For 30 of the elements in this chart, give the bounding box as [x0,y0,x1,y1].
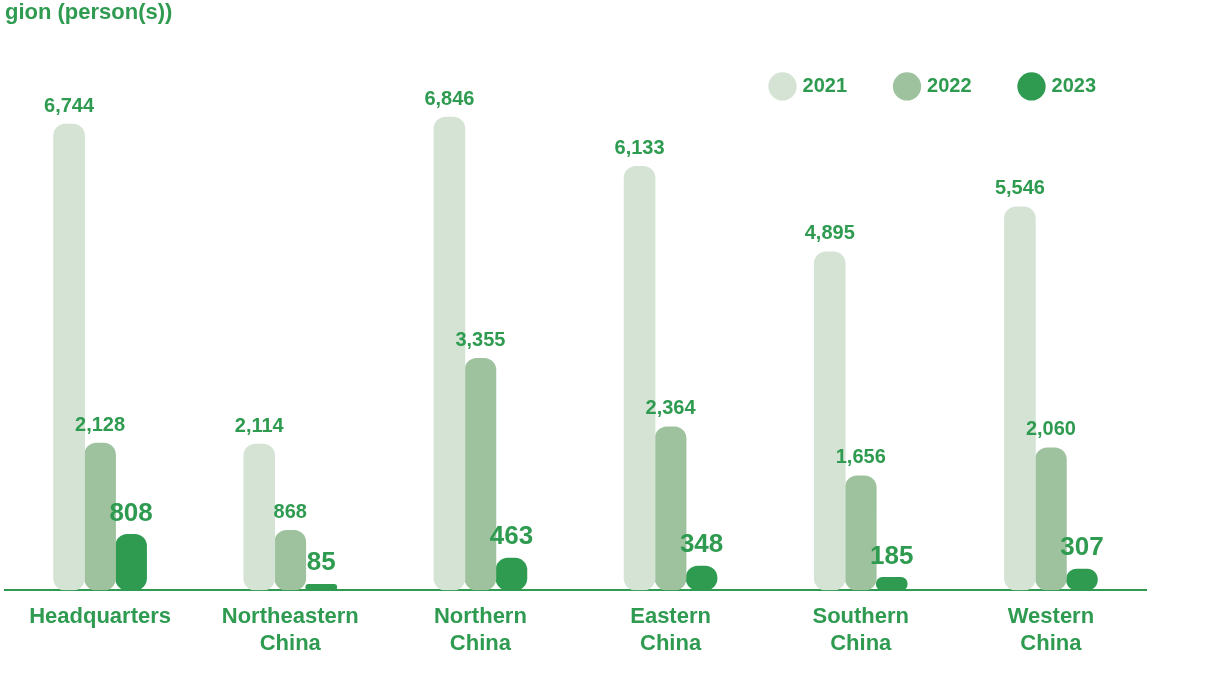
data-label: 2,114 [234,413,285,436]
data-label: 3,355 [455,327,506,350]
data-label: 463 [489,520,534,551]
data-label: 5,546 [994,176,1045,199]
data-label: 2,060 [1025,417,1076,440]
data-label: 4,895 [804,221,855,244]
data-label: 6,744 [44,93,95,116]
bar [274,529,307,591]
data-label: 307 [1060,531,1104,562]
x-tick-label: Northeastern China [221,603,359,655]
data-label: 6,846 [424,86,475,109]
data-label: 808 [109,496,153,527]
data-label: 185 [870,539,914,570]
x-tick-label: Western China [1007,603,1095,655]
chart-title: gion (person(s)) [5,0,173,25]
legend-label: 2023 [1051,73,1097,96]
data-label: 1,656 [835,445,886,468]
x-tick-label: Southern China [812,603,910,655]
data-label: 868 [273,499,307,522]
data-label: 85 [306,546,336,577]
x-tick-label: Northern China [433,603,527,655]
bar [243,443,276,591]
data-label: 2,128 [75,412,126,435]
legend-label: 2021 [802,73,848,96]
data-label: 2,364 [645,396,697,419]
data-label: 6,133 [614,135,665,158]
data-label: 348 [679,528,724,559]
legend-label: 2022 [927,73,972,96]
x-tick-label: Headquarters [29,603,172,629]
x-tick-label: Eastern China [630,603,711,655]
